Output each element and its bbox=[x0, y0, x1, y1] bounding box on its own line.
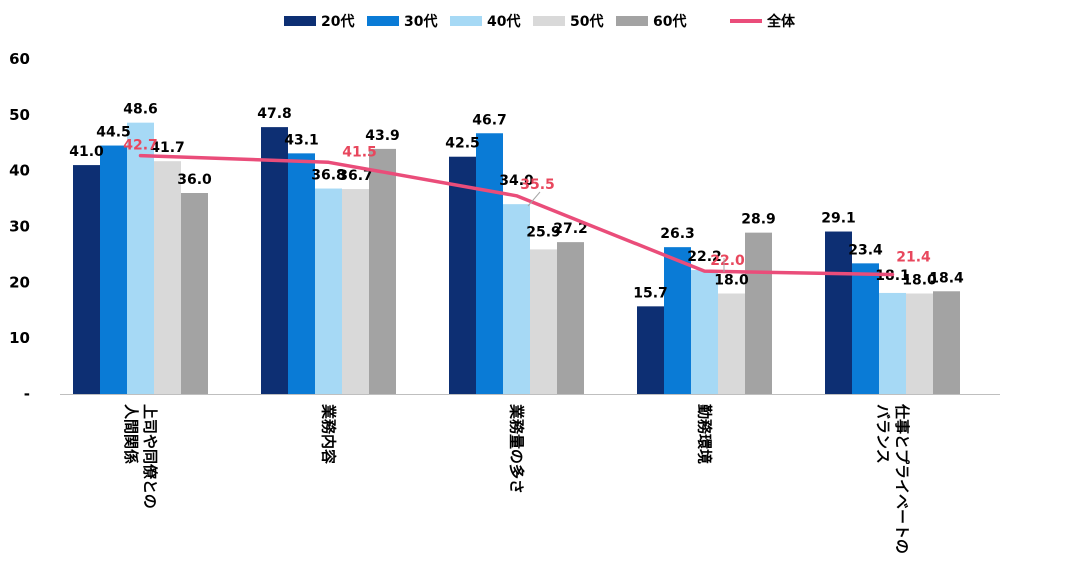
bar-label-30代-0: 44.5 bbox=[96, 125, 131, 141]
bar-label-20代-2: 42.5 bbox=[445, 136, 480, 152]
bar-label-30代-1: 43.1 bbox=[284, 132, 319, 148]
bar-label-60代-1: 43.9 bbox=[365, 128, 400, 144]
legend-label-20代: 20代 bbox=[321, 13, 354, 30]
bar-20代-3 bbox=[637, 306, 664, 394]
bar-50代-3 bbox=[718, 293, 745, 394]
legend-label-30代: 30代 bbox=[404, 13, 437, 30]
bar-30代-1 bbox=[288, 153, 315, 394]
category-label-3-0: 勤務環境 bbox=[696, 404, 714, 464]
bar-label-60代-3: 28.9 bbox=[741, 212, 776, 228]
category-label-4-0: 仕事とプライベートの bbox=[893, 403, 911, 554]
total-line-layer: 42.7 41.5 35.5 22.0 21.4 bbox=[123, 138, 931, 277]
bar-20代-2 bbox=[449, 156, 476, 394]
bars bbox=[73, 122, 960, 395]
bar-20代-0 bbox=[73, 165, 100, 394]
bar-label-50代-3: 18.0 bbox=[714, 273, 749, 289]
bar-30代-3 bbox=[664, 247, 691, 394]
bar-label-30代-3: 26.3 bbox=[660, 226, 695, 242]
legend: 20代 30代 40代 50代 60代 全体 bbox=[284, 13, 796, 30]
bar-30代-4 bbox=[852, 263, 879, 394]
y-tick-label: 60 bbox=[9, 50, 30, 68]
bar-60代-0 bbox=[181, 193, 208, 394]
category-label-2-0: 業務量の多さ bbox=[508, 403, 526, 494]
bar-50代-1 bbox=[342, 189, 369, 394]
bar-label-40代-0: 48.6 bbox=[123, 102, 158, 118]
bar-30代-2 bbox=[476, 133, 503, 394]
total-label-2: 35.5 bbox=[520, 177, 555, 193]
bar-label-50代-2: 25.9 bbox=[526, 224, 561, 240]
bar-20代-1 bbox=[261, 127, 288, 394]
bar-label-20代-0: 41.0 bbox=[69, 144, 104, 160]
bar-label-20代-1: 47.8 bbox=[257, 106, 292, 122]
legend-swatch-20代 bbox=[284, 16, 316, 26]
y-tick-label: 10 bbox=[9, 329, 30, 347]
bar-60代-4 bbox=[933, 291, 960, 394]
category-label-0-0: 上司や同僚との bbox=[141, 404, 159, 509]
bar-50代-0 bbox=[154, 161, 181, 394]
bar-50代-2 bbox=[530, 249, 557, 394]
bar-40代-3 bbox=[691, 270, 718, 394]
bar-30代-0 bbox=[100, 145, 127, 394]
y-tick-label: 50 bbox=[9, 106, 30, 124]
bar-60代-3 bbox=[745, 232, 772, 394]
legend-swatch-30代 bbox=[367, 16, 399, 26]
bar-label-60代-4: 18.4 bbox=[929, 270, 964, 286]
bar-label-30代-4: 23.4 bbox=[848, 242, 883, 258]
bar-label-20代-4: 29.1 bbox=[821, 211, 856, 227]
y-tick-label: 40 bbox=[9, 162, 30, 180]
legend-swatch-60代 bbox=[616, 16, 648, 26]
total-label-1: 41.5 bbox=[342, 144, 377, 160]
bar-label-20代-3: 15.7 bbox=[633, 285, 668, 301]
y-axis: - 10 20 30 40 50 60 bbox=[9, 50, 30, 403]
bar-label-40代-2: 34.0 bbox=[499, 173, 534, 189]
legend-label-60代: 60代 bbox=[653, 13, 686, 30]
bar-label-60代-0: 36.0 bbox=[177, 172, 212, 188]
legend-label-50代: 50代 bbox=[570, 13, 603, 30]
bar-data-labels: 41.0 44.5 48.6 41.7 36.0 47.8 43.1 36.836.7 43.9… bbox=[69, 102, 964, 302]
y-tick-label: - bbox=[24, 385, 30, 403]
legend-swatch-50代 bbox=[533, 16, 565, 26]
total-label-4: 21.4 bbox=[896, 250, 931, 266]
legend-label-total: 全体 bbox=[766, 13, 796, 30]
bar-60代-2 bbox=[557, 242, 584, 394]
bar-60代-1 bbox=[369, 148, 396, 394]
legend-label-40代: 40代 bbox=[487, 13, 520, 30]
bar-label-50代-1: 36.7 bbox=[338, 168, 373, 184]
bar-40代-4 bbox=[879, 292, 906, 394]
bar-label-50代-0: 41.7 bbox=[150, 140, 185, 156]
category-label-1-0: 業務内容 bbox=[320, 403, 338, 464]
category-label-0-1: 人間関係 bbox=[122, 404, 140, 464]
leader-line bbox=[527, 191, 541, 207]
bar-40代-0 bbox=[127, 122, 154, 395]
bar-20代-4 bbox=[825, 231, 852, 394]
bar-40代-2 bbox=[503, 204, 530, 394]
y-tick-label: 30 bbox=[9, 218, 30, 236]
bar-40代-1 bbox=[315, 188, 342, 394]
legend-swatch-40代 bbox=[450, 16, 482, 26]
bar-label-40代-3: 22.2 bbox=[687, 249, 722, 265]
bar-50代-4 bbox=[906, 293, 933, 394]
total-label-3: 22.0 bbox=[710, 253, 745, 269]
bar-label-40代-1: 36.8 bbox=[311, 168, 346, 184]
category-label-4-1: バランス bbox=[874, 404, 892, 464]
bar-label-50代-4: 18.0 bbox=[902, 273, 937, 289]
total-label-0: 42.7 bbox=[123, 138, 158, 154]
y-tick-label: 20 bbox=[9, 273, 30, 291]
bar-label-60代-2: 27.2 bbox=[553, 221, 588, 237]
total-line bbox=[138, 153, 895, 277]
bar-label-30代-2: 46.7 bbox=[472, 112, 507, 128]
